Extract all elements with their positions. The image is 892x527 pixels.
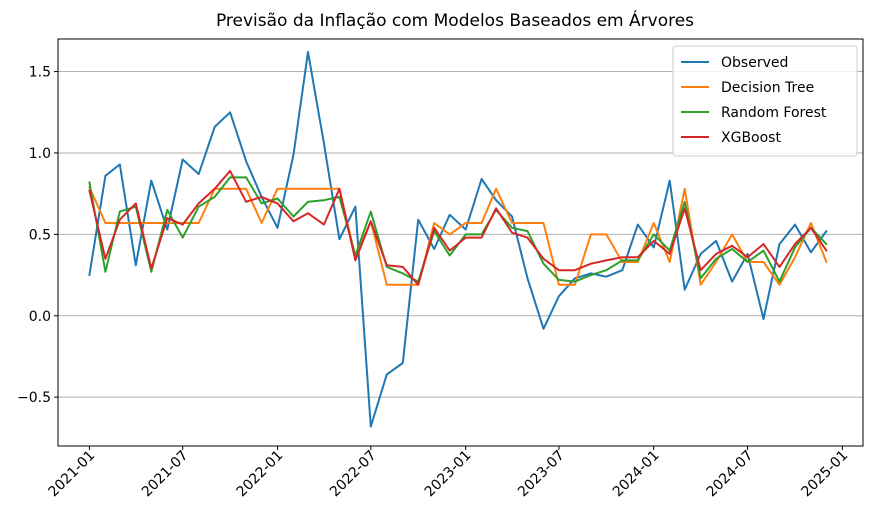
legend-label: XGBoost [721,130,781,146]
legend-label: Random Forest [721,105,827,121]
series-line-observed [88,51,828,428]
x-tick-label: 2023-07 [515,448,568,501]
legend-label: Decision Tree [721,80,814,96]
y-tick-label: 1.0 [29,146,51,162]
x-tick-label: 2024-01 [610,448,663,501]
series-line-xgboost [88,169,828,286]
legend-box [672,45,858,157]
x-tick-label: 2021-07 [139,448,192,501]
x-tick-label: 2022-01 [234,448,287,501]
x-tick-label: 2022-07 [327,448,380,501]
y-axis: −0.5 0.0 0.5 1.0 1.5 [17,65,58,406]
legend: Observed Decision Tree Random Forest XGBoos… [672,45,858,157]
plot-frame [57,38,864,447]
y-tick-label: 0.5 [29,227,51,243]
y-tick-label: 0.0 [29,309,51,325]
x-tick-label: 2024-07 [704,448,757,501]
legend-label: Observed [721,55,788,71]
y-tick-label: −0.5 [17,390,51,406]
chart-title: Previsão da Inflação com Modelos Baseado… [216,9,694,31]
x-tick-label: 2021-01 [46,448,99,501]
x-tick-label: 2025-01 [799,448,852,501]
x-tick-label: 2023-01 [422,448,475,501]
y-tick-label: 1.5 [29,65,51,81]
series-line-decision-tree [88,186,828,286]
x-axis: 2021-01 2021-07 2022-01 2022-07 2023-01 2023-… [46,446,852,501]
series-lines [88,51,828,428]
